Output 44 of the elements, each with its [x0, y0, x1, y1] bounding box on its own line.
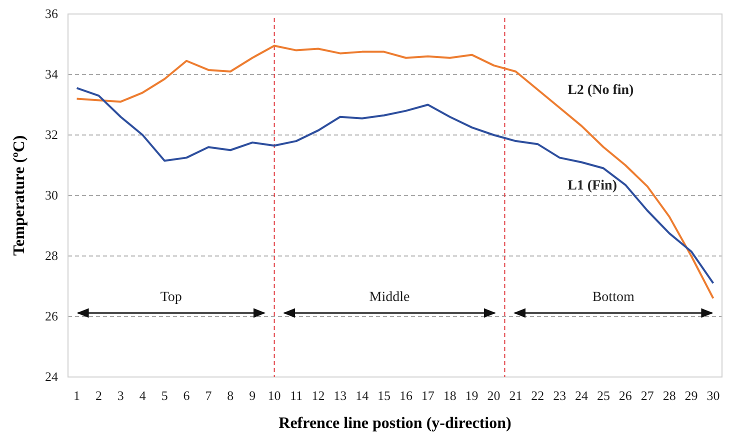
x-tick-label: 5: [161, 388, 168, 404]
x-tick-label: 27: [640, 388, 654, 404]
x-axis-title: Refrence line postion (y-direction): [278, 415, 512, 432]
series-label: L2 (No fin): [568, 82, 634, 98]
annotation: Top: [160, 290, 182, 305]
y-tick-label: 26: [45, 308, 58, 324]
x-tick-label: 26: [618, 388, 632, 404]
x-tick-label: 24: [575, 388, 589, 404]
x-tick-label: 2: [95, 388, 102, 404]
x-tick-label: 14: [356, 388, 370, 404]
x-tick-label: 12: [312, 388, 325, 404]
x-tick-label: 17: [421, 388, 435, 404]
y-tick-label: 30: [45, 188, 58, 203]
x-tick-label: 20: [487, 388, 500, 404]
x-tick-label: 7: [205, 388, 212, 404]
y-tick-label: 36: [45, 6, 58, 22]
x-tick-label: 15: [378, 388, 391, 404]
x-tick-label: 22: [531, 388, 544, 404]
y-tick-label: 32: [45, 127, 58, 142]
series-label: L1 (Fin): [568, 178, 618, 194]
y-tick-label: 34: [45, 66, 58, 82]
y-tick-label: 24: [45, 369, 58, 384]
x-tick-label: 25: [596, 388, 610, 404]
x-tick-label: 1: [74, 388, 80, 404]
x-tick-label: 11: [290, 388, 303, 404]
x-tick-label: 3: [117, 388, 124, 404]
x-tick-label: 30: [706, 388, 720, 404]
x-tick-label: 21: [509, 388, 522, 404]
x-tick-label: 18: [443, 388, 456, 404]
x-tick-label: 9: [249, 388, 256, 404]
y-tick-label: 28: [45, 248, 58, 264]
x-tick-label: 6: [183, 388, 190, 404]
x-tick-label: 19: [465, 388, 478, 404]
x-tick-label: 23: [553, 388, 566, 404]
x-tick-label: 29: [684, 388, 698, 404]
x-tick-label: 8: [227, 388, 234, 404]
annotation: Bottom: [592, 290, 634, 305]
x-tick-label: 10: [268, 388, 281, 404]
x-tick-label: 16: [399, 388, 413, 404]
annotation: Middle: [369, 290, 410, 305]
x-tick-label: 4: [139, 388, 146, 404]
x-tick-label: 13: [334, 388, 347, 404]
x-tick-label: 28: [662, 388, 676, 404]
y-axis-title: Temperature (ºC): [11, 135, 28, 256]
